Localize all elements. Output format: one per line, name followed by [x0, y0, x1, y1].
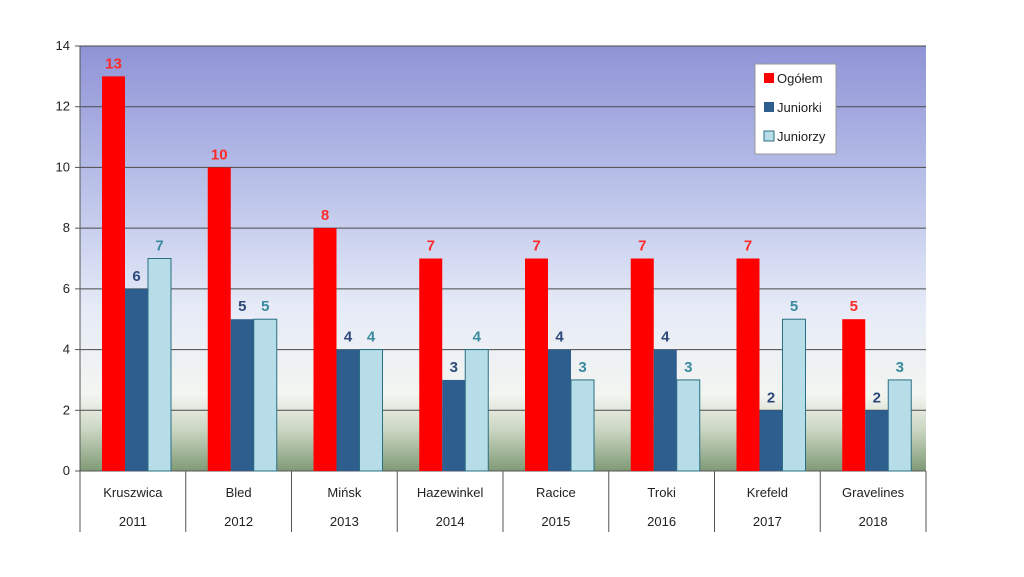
legend-label: Juniorki	[777, 100, 822, 115]
bar-juniorzy	[782, 318, 806, 472]
data-label: 4	[555, 329, 564, 346]
bar-juniorzy	[253, 318, 278, 472]
category-year-label: 2011	[119, 514, 147, 529]
y-tick-label: 12	[56, 99, 70, 114]
bar-ogółem	[842, 319, 866, 471]
data-label: 8	[321, 207, 329, 224]
y-tick-label: 10	[56, 159, 70, 174]
bar-juniorki	[125, 288, 148, 471]
data-label: 6	[132, 268, 140, 285]
legend-label: Ogółem	[777, 71, 823, 86]
category-year-label: 2012	[224, 514, 253, 529]
bar-ogółem	[419, 258, 443, 471]
data-label: 4	[661, 329, 670, 346]
category-label: Racice	[536, 485, 576, 500]
category-year-label: 2015	[541, 514, 570, 529]
bar-ogółem	[207, 167, 231, 471]
y-tick-label: 4	[63, 342, 70, 357]
category-label: Troki	[647, 485, 676, 500]
bar-ogółem	[525, 258, 548, 471]
bar-juniorzy	[464, 349, 489, 472]
bar-juniorzy	[676, 379, 701, 472]
bar-ogółem	[630, 258, 654, 471]
y-tick-label: 6	[63, 281, 70, 296]
data-label: 7	[427, 238, 435, 255]
legend-label: Juniorzy	[777, 129, 826, 144]
data-label: 5	[238, 298, 246, 315]
bars	[102, 76, 912, 472]
data-label: 7	[532, 238, 540, 255]
category-label: Gravelines	[842, 485, 905, 500]
legend: Ogółem Juniorki Juniorzy	[754, 63, 837, 155]
category-year-label: 2017	[753, 514, 782, 529]
category-year-label: 2018	[859, 514, 888, 529]
data-label: 5	[261, 298, 269, 315]
data-label: 7	[155, 238, 163, 255]
data-label: 4	[473, 329, 482, 346]
data-label: 3	[684, 359, 692, 376]
bar-juniorzy	[359, 349, 383, 472]
data-label: 7	[638, 238, 646, 255]
data-label: 5	[850, 298, 858, 315]
bar-juniorki	[653, 349, 677, 471]
data-label: 4	[367, 329, 376, 346]
bar-ogółem	[736, 258, 760, 471]
bar-juniorki	[442, 379, 466, 471]
data-label: 3	[578, 359, 586, 376]
bar-juniorzy	[147, 258, 172, 472]
bar-juniorki	[230, 319, 254, 471]
bar-ogółem	[102, 76, 125, 471]
category-year-label: 2014	[436, 514, 465, 529]
y-tick-label: 0	[63, 463, 70, 478]
bar-juniorzy	[887, 379, 912, 472]
legend-swatch	[764, 73, 774, 83]
data-label: 5	[790, 298, 798, 315]
bar-juniorki	[336, 349, 360, 471]
data-label: 7	[744, 238, 752, 255]
legend-swatch	[763, 130, 775, 142]
category-year-label: 2016	[647, 514, 676, 529]
category-label: Krefeld	[747, 485, 788, 500]
category-year-label: 2013	[330, 514, 359, 529]
bar-juniorki	[759, 410, 783, 471]
legend-swatch	[764, 102, 774, 112]
category-label: Kruszwica	[103, 485, 163, 500]
bar-juniorki	[865, 410, 889, 471]
category-axis-table: Kruszwica 2011 Bled 2012 Mińsk 2013 Hazewinkel…	[79, 471, 927, 532]
data-label: 4	[344, 329, 353, 346]
y-tick-label: 14	[56, 38, 70, 53]
y-tick-label: 2	[63, 402, 70, 417]
bar-ogółem	[313, 228, 337, 471]
category-label: Bled	[226, 485, 252, 500]
data-label: 2	[873, 389, 881, 406]
data-label: 10	[211, 146, 228, 163]
data-label: 13	[105, 55, 122, 72]
y-tick-label: 8	[63, 220, 70, 235]
bar-juniorki	[548, 349, 571, 471]
category-label: Mińsk	[327, 485, 361, 500]
data-label: 3	[896, 359, 904, 376]
data-label: 3	[450, 359, 458, 376]
bar-juniorzy	[570, 379, 595, 472]
data-label: 2	[767, 389, 775, 406]
category-label: Hazewinkel	[417, 485, 484, 500]
